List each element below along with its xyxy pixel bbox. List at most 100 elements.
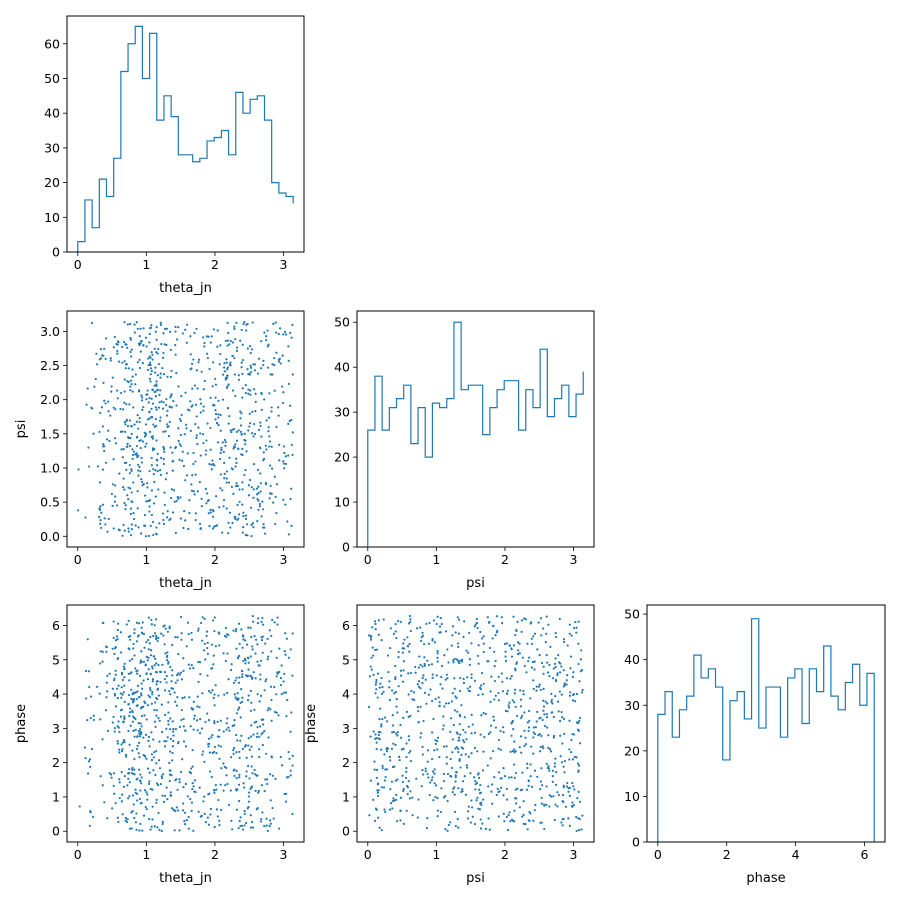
scatter-point — [195, 415, 198, 418]
scatter-point — [266, 637, 269, 641]
scatter-point — [512, 644, 516, 647]
scatter-point — [458, 689, 462, 693]
scatter-point — [388, 698, 391, 702]
scatter-point — [113, 694, 117, 697]
scatter-point — [256, 693, 259, 696]
scatter-point — [238, 513, 241, 516]
scatter-point — [513, 748, 516, 751]
scatter-point — [409, 671, 413, 675]
scatter-point — [120, 696, 123, 699]
scatter-point — [142, 814, 146, 817]
scatter-point — [226, 691, 229, 695]
scatter-point — [219, 783, 222, 786]
scatter-point — [538, 750, 542, 753]
scatter-point — [495, 793, 498, 797]
scatter-point — [287, 533, 290, 536]
scatter-point — [152, 655, 155, 658]
scatter-point — [578, 800, 582, 803]
scatter-point — [194, 473, 197, 476]
scatter-point — [462, 635, 465, 639]
scatter-point — [507, 813, 510, 817]
scatter-point — [396, 734, 399, 737]
axis-frame — [356, 604, 595, 843]
scatter-point — [538, 654, 541, 657]
scatter-point — [129, 336, 132, 340]
scatter-point — [131, 709, 134, 712]
scatter-point — [189, 429, 192, 432]
scatter-point — [435, 674, 438, 677]
scatter-point — [384, 810, 387, 813]
scatter-point — [138, 728, 142, 731]
scatter-point — [573, 788, 576, 791]
scatter-point — [269, 708, 272, 711]
scatter-point — [444, 678, 447, 681]
scatter-point — [459, 676, 462, 680]
scatter-point — [414, 665, 417, 669]
scatter-point — [178, 417, 181, 421]
scatter-point — [148, 361, 152, 364]
scatter-point — [492, 719, 496, 722]
scatter-point — [151, 693, 154, 696]
scatter-point — [223, 472, 226, 476]
scatter-point — [141, 632, 144, 635]
scatter-point — [149, 787, 152, 791]
scatter-point — [260, 817, 263, 821]
scatter-point — [167, 662, 170, 665]
y-tick-label: 1 — [52, 789, 60, 804]
scatter-point — [126, 494, 129, 497]
scatter-point — [168, 627, 171, 630]
scatter-point — [217, 631, 220, 634]
scatter-point — [280, 692, 283, 696]
scatter-point — [156, 389, 159, 392]
scatter-point — [219, 413, 222, 417]
scatter-point — [235, 647, 238, 650]
scatter-point — [232, 752, 235, 755]
scatter-point — [148, 332, 151, 336]
scatter-point — [212, 361, 215, 364]
scatter-point — [257, 428, 261, 431]
scatter-point — [248, 372, 251, 375]
scatter-point — [235, 321, 238, 324]
scatter-point — [257, 492, 260, 495]
y-tick-label: 20 — [624, 743, 640, 758]
scatter-point — [111, 647, 114, 650]
scatter-point — [377, 789, 380, 792]
scatter-point — [430, 663, 434, 666]
scatter-point — [223, 461, 226, 465]
scatter-point — [244, 662, 247, 665]
scatter-point — [202, 750, 205, 753]
scatter-point — [152, 756, 155, 759]
scatter-point — [229, 429, 232, 432]
scatter-point — [148, 397, 151, 400]
scatter-point — [253, 708, 256, 711]
y-tick-label: 0.0 — [40, 529, 60, 544]
scatter-point — [174, 636, 177, 639]
scatter-point — [470, 752, 473, 755]
scatter-point — [219, 473, 222, 476]
scatter-point — [95, 352, 98, 355]
scatter-point — [468, 663, 471, 666]
scatter-point — [479, 791, 482, 794]
scatter-point — [487, 817, 490, 820]
scatter-point — [258, 502, 261, 506]
scatter-point — [409, 714, 412, 717]
scatter-point — [218, 757, 221, 760]
scatter-point — [437, 696, 440, 699]
scatter-point — [284, 800, 288, 803]
scatter-point — [178, 829, 181, 832]
scatter-point — [218, 506, 221, 509]
scatter-point — [275, 483, 279, 486]
scatter-point — [473, 822, 477, 826]
scatter-point — [177, 439, 180, 443]
scatter-point — [226, 374, 229, 377]
scatter-point — [273, 475, 276, 478]
scatter-point — [275, 675, 278, 678]
scatter-point — [533, 632, 537, 635]
scatter-point — [388, 755, 391, 758]
scatter-point — [562, 786, 565, 789]
scatter-point — [462, 728, 465, 731]
scatter-point — [188, 667, 191, 670]
scatter-point — [148, 498, 151, 502]
scatter-point — [148, 505, 151, 508]
scatter-point — [520, 751, 523, 754]
